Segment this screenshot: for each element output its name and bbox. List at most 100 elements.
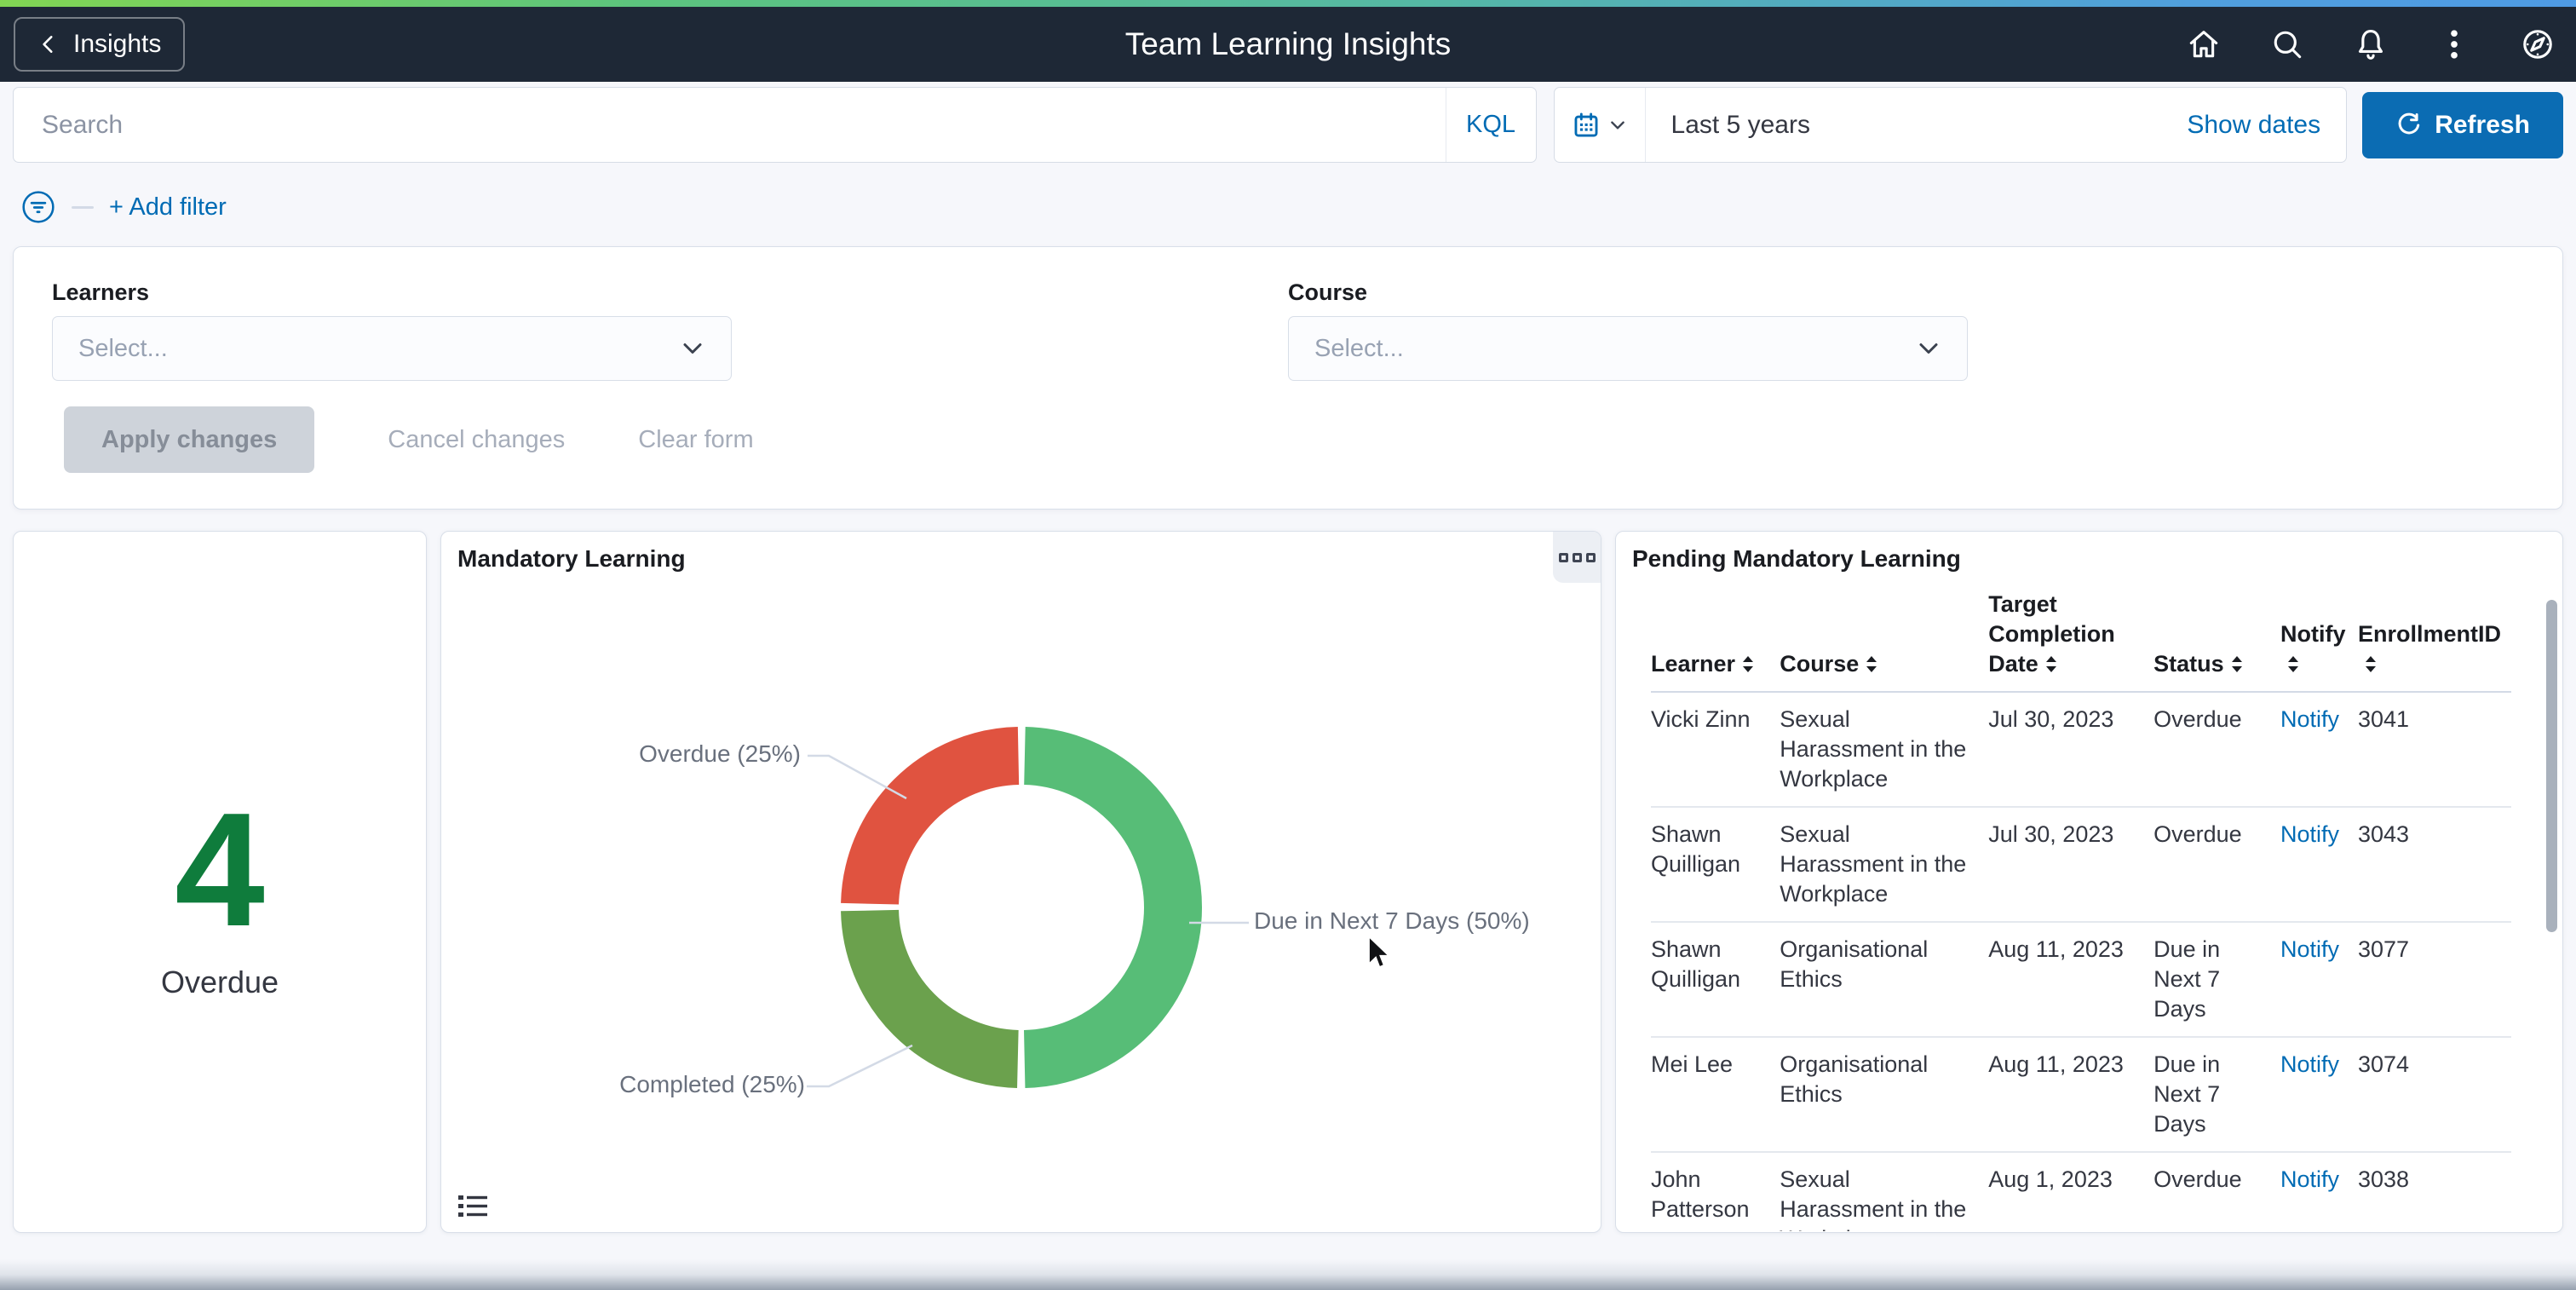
compass-icon[interactable]: [2518, 25, 2557, 64]
enrollment-id-cell: 3041: [2358, 692, 2511, 807]
home-icon[interactable]: [2184, 25, 2223, 64]
sort-icon: [2287, 656, 2299, 673]
column-header-enrollmentid[interactable]: EnrollmentID: [2358, 590, 2511, 692]
back-button-insights[interactable]: Insights: [14, 17, 185, 72]
course-label: Course: [1288, 279, 2524, 306]
target-date-cell: Aug 1, 2023: [1988, 1152, 2153, 1231]
sort-icon: [2365, 656, 2377, 673]
refresh-button[interactable]: Refresh: [2362, 92, 2563, 158]
status-cell: Overdue: [2153, 692, 2280, 807]
notify-cell: Notify: [2280, 807, 2358, 922]
date-picker: Last 5 years Show dates: [1554, 87, 2348, 163]
metric-label: Overdue: [161, 965, 279, 1000]
status-cell: Due in Next 7 Days: [2153, 1037, 2280, 1152]
search-group: KQL: [13, 87, 1537, 163]
learners-select[interactable]: Select...: [52, 316, 732, 381]
status-cell: Due in Next 7 Days: [2153, 922, 2280, 1037]
notify-link[interactable]: Notify: [2280, 936, 2339, 962]
learners-select-placeholder: Select...: [78, 335, 168, 363]
learner-cell: Shawn Quilligan: [1651, 807, 1780, 922]
course-cell: Organisational Ethics: [1780, 1037, 1988, 1152]
course-select-placeholder: Select...: [1314, 335, 1404, 363]
back-button-label: Insights: [73, 30, 161, 59]
date-range-value[interactable]: Last 5 years: [1671, 111, 1810, 140]
enrollment-id-cell: 3043: [2358, 807, 2511, 922]
donut-chart[interactable]: [441, 532, 1602, 1234]
overdue-callout-label: Overdue (25%): [639, 740, 801, 768]
notify-link[interactable]: Notify: [2280, 1051, 2339, 1077]
panel-options-icon[interactable]: [1553, 532, 1601, 583]
target-date-cell: Jul 30, 2023: [1988, 807, 2153, 922]
header-icons: [2184, 25, 2557, 64]
learner-cell: Shawn Quilligan: [1651, 922, 1780, 1037]
overdue-metric-panel: 4 Overdue: [13, 531, 427, 1233]
refresh-icon: [2395, 112, 2421, 138]
add-filter-link[interactable]: + Add filter: [109, 193, 227, 222]
course-cell: Organisational Ethics: [1780, 922, 1988, 1037]
filter-icon[interactable]: [20, 189, 56, 225]
enrollment-id-cell: 3074: [2358, 1037, 2511, 1152]
column-header-target-completion-date[interactable]: Target Completion Date: [1988, 590, 2153, 692]
chevron-left-icon: [37, 32, 60, 57]
clear-form-button[interactable]: Clear form: [638, 426, 753, 454]
course-cell: Sexual Harassment in the Workplace: [1780, 692, 1988, 807]
table-row: Shawn Quilligan Sexual Harassment in the…: [1651, 807, 2511, 922]
table-row: John Patterson Sexual Harassment in the …: [1651, 1152, 2511, 1231]
table-panel-title: Pending Mandatory Learning: [1632, 545, 1961, 573]
sort-icon: [1742, 656, 1754, 673]
notify-link[interactable]: Notify: [2280, 1166, 2339, 1192]
chevron-down-icon: [1916, 336, 1941, 361]
mandatory-learning-panel: Mandatory Learning Overdue (25%) Due in …: [440, 531, 1601, 1233]
chevron-down-icon: [680, 336, 705, 361]
top-gradient-bar: [0, 0, 2576, 7]
target-date-cell: Aug 11, 2023: [1988, 922, 2153, 1037]
calendar-menu-button[interactable]: [1555, 88, 1646, 162]
metric-value: 4: [175, 789, 265, 951]
course-cell: Sexual Harassment in the Workplace: [1780, 1152, 1988, 1231]
notify-link[interactable]: Notify: [2280, 706, 2339, 732]
notify-link[interactable]: Notify: [2280, 821, 2339, 847]
status-cell: Overdue: [2153, 807, 2280, 922]
table-row: Mei Lee Organisational Ethics Aug 11, 20…: [1651, 1037, 2511, 1152]
enrollment-id-cell: 3038: [2358, 1152, 2511, 1231]
course-select[interactable]: Select...: [1288, 316, 1968, 381]
show-dates-link[interactable]: Show dates: [2187, 111, 2320, 140]
filter-divider: [72, 206, 94, 209]
notify-cell: Notify: [2280, 1037, 2358, 1152]
kebab-menu-icon[interactable]: [2435, 25, 2474, 64]
notifications-icon[interactable]: [2351, 25, 2390, 64]
notify-cell: Notify: [2280, 922, 2358, 1037]
column-header-learner[interactable]: Learner: [1651, 590, 1780, 692]
learner-cell: Mei Lee: [1651, 1037, 1780, 1152]
app-header: Insights Team Learning Insights: [0, 7, 2576, 82]
enrollment-id-cell: 3077: [2358, 922, 2511, 1037]
learner-cell: Vicki Zinn: [1651, 692, 1780, 807]
column-header-course[interactable]: Course: [1780, 590, 1988, 692]
course-cell: Sexual Harassment in the Workplace: [1780, 807, 1988, 922]
mouse-cursor: [1367, 936, 1393, 971]
cancel-changes-button[interactable]: Cancel changes: [388, 426, 565, 454]
learners-label: Learners: [52, 279, 1288, 306]
sort-icon: [1866, 656, 1877, 673]
calendar-icon: [1572, 111, 1601, 140]
search-icon[interactable]: [2268, 25, 2307, 64]
notify-cell: Notify: [2280, 692, 2358, 807]
refresh-label: Refresh: [2435, 111, 2530, 140]
query-bar: KQL Last 5 years Show dates Refresh: [13, 87, 2563, 163]
target-date-cell: Aug 11, 2023: [1988, 1037, 2153, 1152]
apply-changes-button[interactable]: Apply changes: [64, 406, 314, 473]
sort-icon: [2045, 656, 2057, 673]
table-row: Shawn Quilligan Organisational Ethics Au…: [1651, 922, 2511, 1037]
search-input[interactable]: [14, 88, 1446, 162]
learner-cell: John Patterson: [1651, 1152, 1780, 1231]
column-header-status[interactable]: Status: [2153, 590, 2280, 692]
target-date-cell: Jul 30, 2023: [1988, 692, 2153, 807]
chevron-down-icon: [1608, 116, 1627, 135]
page-bottom-edge: [0, 1259, 2576, 1290]
filter-bar: + Add filter: [20, 189, 227, 225]
table-scrollbar-thumb[interactable]: [2546, 600, 2557, 932]
legend-list-icon[interactable]: [457, 1193, 488, 1220]
kql-button[interactable]: KQL: [1446, 88, 1536, 162]
column-header-notify[interactable]: Notify: [2280, 590, 2358, 692]
pending-mandatory-learning-panel: Pending Mandatory Learning Learner Cours…: [1615, 531, 2563, 1233]
